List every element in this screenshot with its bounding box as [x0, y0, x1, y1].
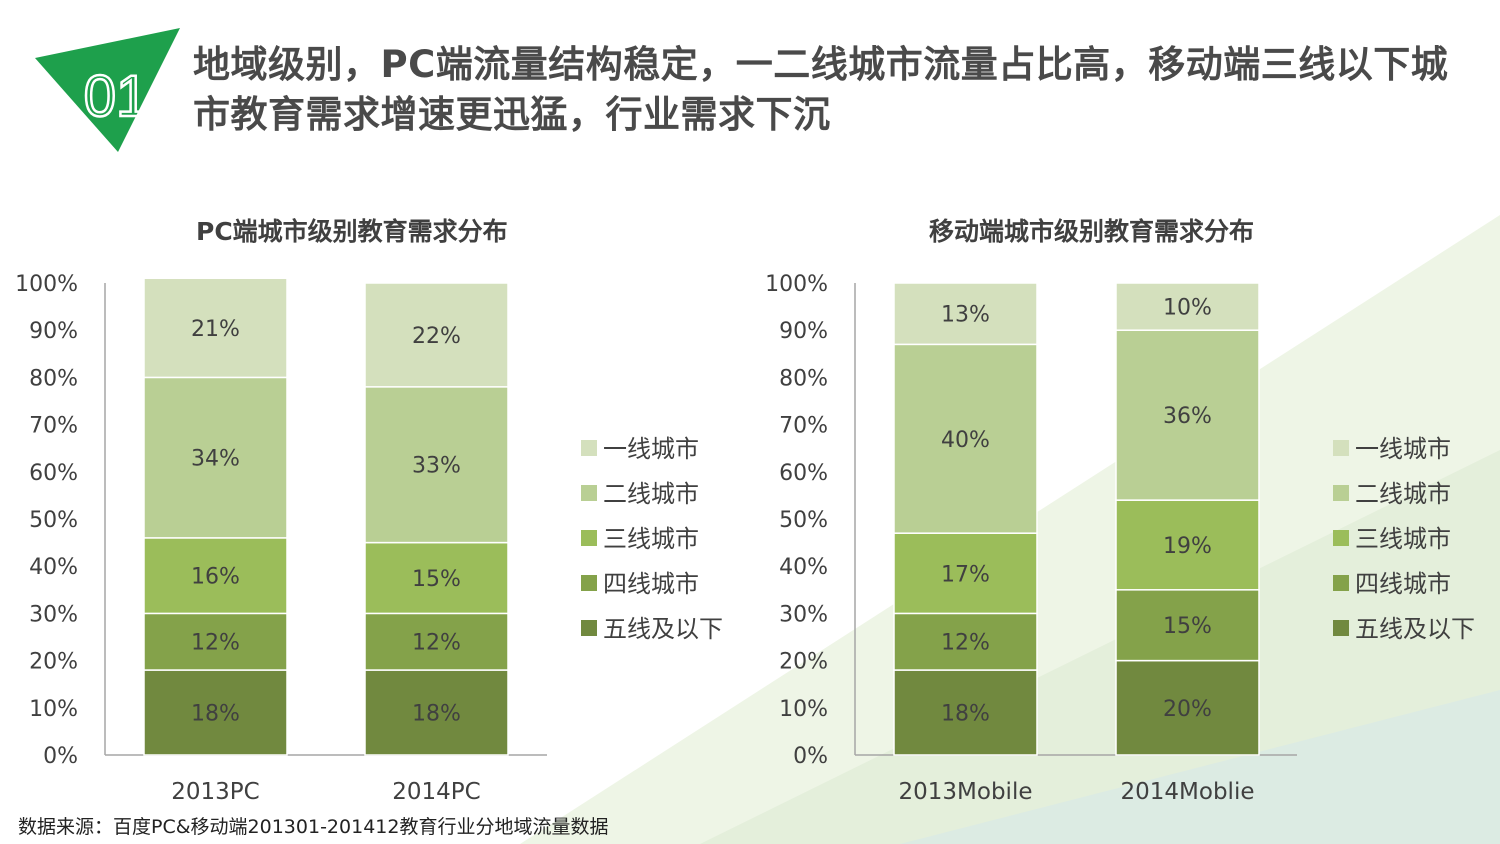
pc-data-label: 12%	[412, 631, 461, 656]
pc-stacked-bar-chart: 0% 10% 20% 30% 40% 50% 60% 70% 80% 90% 100% 18% 12% 1…	[15, 272, 723, 805]
mobile-legend-swatch	[1333, 485, 1349, 501]
mobile-y-tick-label: 10%	[779, 697, 828, 722]
pc-bar-segment	[143, 376, 288, 539]
pc-y-tick-label: 100%	[15, 272, 78, 297]
mobile-data-label: 17%	[941, 562, 990, 587]
mobile-chart-title: 移动端城市级别教育需求分布	[929, 217, 1255, 246]
page-title: 地域级别，PC端流量结构稳定，一二线城市流量占比高，移动端三线以下城市教育需求增…	[193, 43, 1449, 136]
mobile-bar-segment	[893, 532, 1038, 615]
pc-legend-label: 五线及以下	[603, 615, 723, 643]
mobile-data-label: 20%	[1163, 697, 1212, 722]
pc-chart-title: PC端城市级别教育需求分布	[196, 217, 508, 246]
mobile-bar-segment	[893, 282, 1038, 346]
mobile-bar-segment	[1115, 589, 1260, 662]
mobile-bar-segment	[1115, 329, 1260, 501]
mobile-legend-label: 三线城市	[1355, 525, 1451, 553]
pc-legend-swatch	[581, 530, 597, 546]
mobile-y-tick-label: 20%	[779, 650, 828, 675]
mobile-y-tick-label: 70%	[779, 414, 828, 439]
pc-y-tick-label: 70%	[29, 414, 78, 439]
mobile-category-label: 2013Mobile	[899, 779, 1033, 805]
pc-bar-segment	[364, 386, 509, 544]
pc-data-label: 18%	[412, 702, 461, 727]
pc-data-label: 15%	[412, 567, 461, 592]
mobile-y-tick-label: 40%	[779, 555, 828, 580]
mobile-category-label: 2014Moblie	[1121, 779, 1255, 805]
pc-bar-segment	[143, 669, 288, 756]
pc-y-tick-label: 30%	[29, 602, 78, 627]
mobile-legend-label: 五线及以下	[1355, 615, 1475, 643]
mobile-legend-label: 二线城市	[1355, 480, 1451, 508]
pc-data-label: 33%	[412, 454, 461, 479]
pc-data-label: 18%	[191, 702, 240, 727]
pc-bar-segment	[364, 669, 509, 756]
pc-bar-segment	[143, 612, 288, 671]
badge-number: 01	[84, 64, 149, 129]
pc-bar-segment	[143, 537, 288, 615]
mobile-data-label: 15%	[1163, 614, 1212, 639]
mobile-legend-swatch	[1333, 620, 1349, 636]
pc-bar-segment	[364, 282, 509, 388]
pc-legend-swatch	[581, 620, 597, 636]
pc-legend-label: 四线城市	[603, 570, 699, 598]
pc-legend-label: 三线城市	[603, 525, 699, 553]
pc-y-tick-label: 80%	[29, 366, 78, 391]
pc-y-tick-label: 90%	[29, 319, 78, 344]
data-source-note: 数据来源：百度PC&移动端201301-201412教育行业分地域流量数据	[18, 816, 609, 838]
pc-bar-segment	[364, 541, 509, 615]
pc-category-label: 2014PC	[392, 779, 480, 805]
section-badge: 01	[35, 28, 180, 152]
mobile-y-tick-label: 80%	[779, 366, 828, 391]
pc-legend-swatch	[581, 440, 597, 456]
pc-y-tick-label: 50%	[29, 508, 78, 533]
mobile-data-label: 40%	[941, 428, 990, 453]
mobile-y-tick-label: 50%	[779, 508, 828, 533]
pc-bar-segment	[364, 612, 509, 671]
mobile-legend-swatch	[1333, 530, 1349, 546]
pc-y-tick-label: 10%	[29, 697, 78, 722]
mobile-legend-swatch	[1333, 575, 1349, 591]
pc-data-label: 21%	[191, 317, 240, 342]
mobile-bar-segment	[1115, 499, 1260, 591]
mobile-legend-label: 四线城市	[1355, 570, 1451, 598]
mobile-y-tick-label: 90%	[779, 319, 828, 344]
pc-data-label: 34%	[191, 447, 240, 472]
pc-data-label: 16%	[191, 565, 240, 590]
pc-category-label: 2013PC	[171, 779, 259, 805]
mobile-data-label: 10%	[1163, 296, 1212, 321]
pc-data-label: 12%	[191, 631, 240, 656]
mobile-data-label: 18%	[941, 702, 990, 727]
pc-y-tick-label: 40%	[29, 555, 78, 580]
pc-legend-label: 一线城市	[603, 435, 699, 463]
mobile-data-label: 12%	[941, 631, 990, 656]
badge-triangle	[35, 28, 180, 152]
mobile-data-label: 36%	[1163, 404, 1212, 429]
mobile-bar-segment	[1115, 659, 1260, 756]
mobile-data-label: 13%	[941, 303, 990, 328]
pc-bar-segment	[143, 277, 288, 379]
mobile-legend-label: 一线城市	[1355, 435, 1451, 463]
mobile-y-tick-label: 100%	[765, 272, 828, 297]
pc-data-label: 22%	[412, 324, 461, 349]
pc-y-tick-label: 20%	[29, 650, 78, 675]
mobile-y-tick-label: 60%	[779, 461, 828, 486]
mobile-data-label: 19%	[1163, 534, 1212, 559]
pc-legend-swatch	[581, 575, 597, 591]
pc-legend-label: 二线城市	[603, 480, 699, 508]
pc-y-tick-label: 0%	[43, 744, 78, 769]
mobile-legend-swatch	[1333, 440, 1349, 456]
mobile-bar-segment	[893, 343, 1038, 534]
background-triangle-dark	[900, 690, 1500, 844]
pc-legend-swatch	[581, 485, 597, 501]
mobile-bar-segment	[893, 612, 1038, 671]
mobile-bar-segment	[1115, 282, 1260, 331]
mobile-y-tick-label: 30%	[779, 602, 828, 627]
mobile-bar-segment	[893, 669, 1038, 756]
pc-y-tick-label: 60%	[29, 461, 78, 486]
mobile-y-tick-label: 0%	[793, 744, 828, 769]
